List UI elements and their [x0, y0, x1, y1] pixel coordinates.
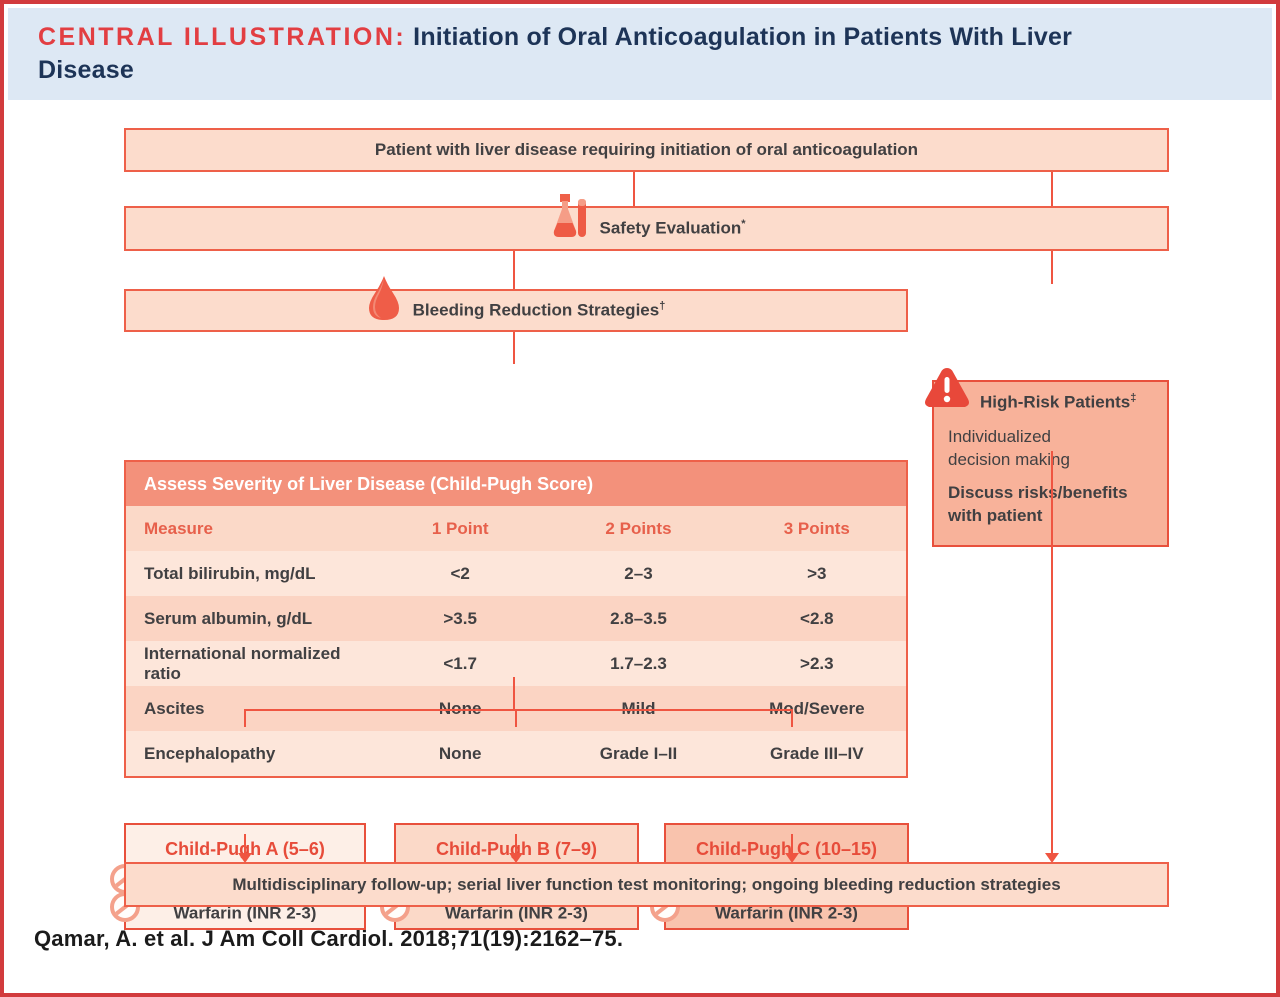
- bleeding-footnote-marker: †: [659, 300, 666, 313]
- table-cell: <2: [450, 563, 470, 583]
- child-pugh-c-title: Child-Pugh C (10–15): [695, 839, 878, 859]
- high-risk-line-individualized: Individualized decision making: [948, 426, 1070, 469]
- outcome-text: Warfarin (INR 2-3): [715, 903, 858, 923]
- outcome-text: Warfarin (INR 2-3): [445, 903, 588, 923]
- figure-title: Initiation of Oral Anticoagulation in Pa…: [38, 23, 1072, 84]
- table-cell: >2.3: [800, 653, 834, 673]
- outcome-line: Warfarin (INR 2-3): [126, 895, 364, 928]
- arrow-stem: [1051, 451, 1053, 853]
- bleeding-reduction-label: Bleeding Reduction Strategies†: [413, 300, 666, 321]
- table-row: Serum albumin, g/dL >3.5 2.8–3.5 <2.8: [126, 596, 906, 641]
- column-header: 2 Points: [605, 518, 672, 538]
- followup-label: Multidisciplinary follow-up; serial live…: [232, 874, 1061, 894]
- outcome-line: Warfarin (INR 2-3): [396, 895, 637, 928]
- table-cell: Serum albumin, g/dL: [144, 608, 313, 628]
- connector-line: [791, 709, 793, 727]
- branch-line: [244, 709, 793, 711]
- column-header: 3 Points: [783, 518, 850, 538]
- connector-line: [1051, 172, 1053, 206]
- high-risk-line-discuss: Discuss risks/benefits with patient: [948, 482, 1128, 525]
- table-cell: 2.8–3.5: [610, 608, 667, 628]
- citation: Qamar, A. et al. J Am Coll Cardiol. 2018…: [34, 926, 624, 951]
- arrow-down-icon: [238, 853, 252, 863]
- figure-header: CENTRAL ILLUSTRATION: Initiation of Oral…: [8, 8, 1272, 100]
- table-row: Encephalopathy None Grade I–II Grade III…: [126, 731, 906, 776]
- connector-line: [513, 677, 515, 709]
- warning-triangle-icon: [922, 365, 972, 416]
- table-cell: Ascites: [144, 698, 205, 718]
- flowchart-canvas: Patient with liver disease requiring ini…: [4, 100, 1276, 993]
- outcome-line: Warfarin (INR 2-3): [666, 895, 907, 928]
- connector-line: [513, 251, 515, 289]
- central-illustration-label: CENTRAL ILLUSTRATION:: [38, 23, 407, 51]
- safety-footnote-marker: *: [741, 218, 746, 231]
- followup-box: Multidisciplinary follow-up; serial live…: [124, 862, 1169, 907]
- table-cell: >3: [807, 563, 827, 583]
- table-cell: <1.7: [443, 653, 477, 673]
- arrow-down-icon: [509, 853, 523, 863]
- figure-title-text: Initiation of Oral Anticoagulation in Pa…: [38, 23, 1073, 84]
- safety-evaluation-box: Safety Evaluation*: [124, 194, 1169, 251]
- table-cell: Grade I–II: [599, 743, 678, 763]
- high-risk-footnote-marker: ‡: [1130, 392, 1137, 404]
- connector-line: [633, 172, 635, 206]
- high-risk-title: High-Risk Patients‡: [948, 392, 1155, 413]
- table-cell: Mild: [621, 698, 656, 718]
- safety-evaluation-label: Safety Evaluation*: [600, 218, 746, 239]
- connector-line: [513, 332, 515, 364]
- outcome-text: Warfarin (INR 2-3): [173, 903, 317, 923]
- high-risk-patients-box: High-Risk Patients‡ Individualized decis…: [925, 368, 1169, 547]
- bleeding-reduction-text: Bleeding Reduction Strategies: [412, 300, 660, 320]
- table-cell: >3.5: [443, 608, 477, 628]
- lab-flask-icon: [548, 193, 590, 244]
- arrow-down-icon: [785, 853, 799, 863]
- safety-evaluation-text: Safety Evaluation: [599, 218, 742, 238]
- table-cell: 2–3: [624, 563, 653, 583]
- arrow-stem: [791, 834, 793, 853]
- table-cell: Encephalopathy: [144, 743, 276, 763]
- table-cell: None: [438, 698, 482, 718]
- table-cell: Total bilirubin, mg/dL: [144, 563, 316, 583]
- table-row: Total bilirubin, mg/dL <2 2–3 >3: [126, 551, 906, 596]
- table-cell: International normalized ratio: [144, 643, 341, 683]
- arrow-stem: [244, 834, 246, 853]
- child-pugh-table: Assess Severity of Liver Disease (Child-…: [124, 460, 908, 778]
- high-risk-title-text: High-Risk Patients: [980, 392, 1131, 412]
- table-header-row: Measure 1 Point 2 Points 3 Points: [126, 506, 906, 551]
- table-cell: None: [438, 743, 482, 763]
- table-cell: Grade III–IV: [770, 743, 864, 763]
- column-header: 1 Point: [431, 518, 489, 538]
- patient-box-label: Patient with liver disease requiring ini…: [374, 140, 919, 159]
- connector-line: [1051, 251, 1053, 284]
- figure-heading: CENTRAL ILLUSTRATION: Initiation of Oral…: [38, 21, 1123, 87]
- patient-box: Patient with liver disease requiring ini…: [124, 128, 1169, 172]
- table-cell: 1.7–2.3: [610, 653, 667, 673]
- arrow-down-icon: [1045, 853, 1059, 863]
- connector-line: [244, 709, 246, 727]
- table-cell: <2.8: [800, 608, 834, 628]
- connector-line: [515, 709, 517, 727]
- arrow-stem: [515, 834, 517, 853]
- blood-drop-icon: [367, 274, 401, 327]
- table-title: Assess Severity of Liver Disease (Child-…: [126, 462, 906, 506]
- table-row: International normalized ratio <1.7 1.7–…: [126, 641, 906, 686]
- bleeding-reduction-box: Bleeding Reduction Strategies†: [124, 276, 908, 332]
- column-header: Measure: [144, 518, 213, 538]
